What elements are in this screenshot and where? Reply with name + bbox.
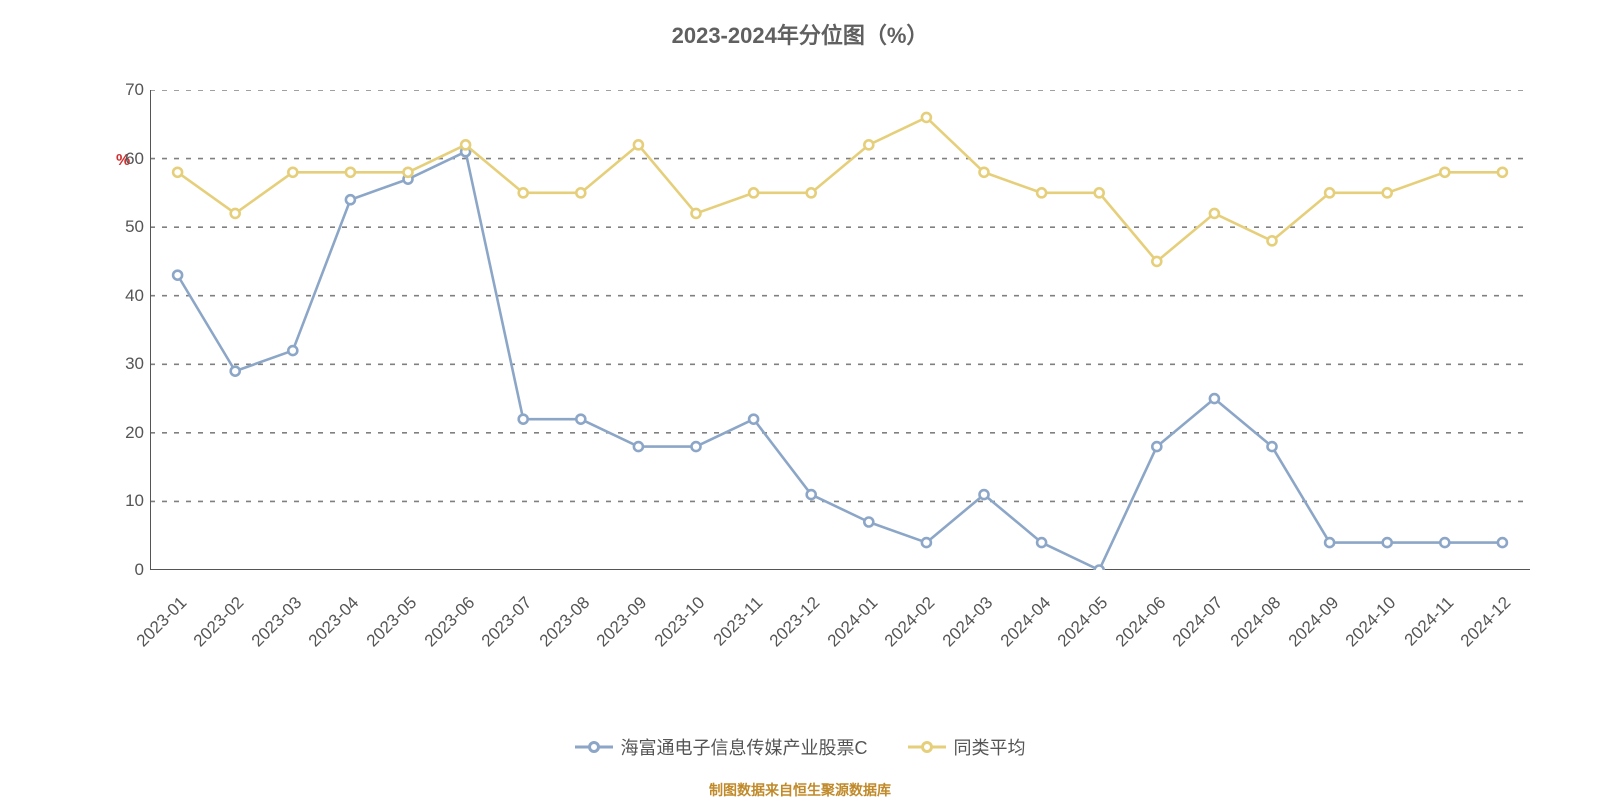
series-marker [1152,257,1161,266]
y-tick-label: 0 [114,560,144,580]
x-tick-label: 2023-02 [190,593,248,651]
y-tick-label: 50 [114,217,144,237]
series-marker [864,518,873,527]
x-tick-label: 2024-03 [939,593,997,651]
legend-label: 同类平均 [954,734,1026,760]
x-tick-label: 2024-09 [1284,593,1342,651]
x-tick-label: 2023-10 [651,593,709,651]
series-marker [807,490,816,499]
series-marker [1325,538,1334,547]
series-marker [864,140,873,149]
series-marker [1152,442,1161,451]
series-marker [749,188,758,197]
series-marker [288,168,297,177]
chart-title: 2023-2024年分位图（%） [0,18,1600,50]
chart-container: 2023-2024年分位图（%） % 010203040506070 2023-… [0,0,1600,800]
series-marker [1210,394,1219,403]
series-marker [1037,538,1046,547]
series-marker [173,168,182,177]
series-marker [692,442,701,451]
series-marker [922,113,931,122]
x-tick-label: 2024-12 [1457,593,1515,651]
series-marker [634,140,643,149]
series-marker [231,367,240,376]
series-marker [1037,188,1046,197]
series-marker [749,415,758,424]
x-tick-label: 2024-02 [881,593,939,651]
series-marker [519,188,528,197]
y-tick-label: 30 [114,354,144,374]
series-marker [692,209,701,218]
x-tick-label: 2024-07 [1169,593,1227,651]
series-marker [346,195,355,204]
series-marker [1268,442,1277,451]
x-tick-labels: 2023-012023-022023-032023-042023-052023-… [150,576,1530,706]
x-tick-label: 2024-11 [1400,593,1457,650]
x-tick-label: 2023-05 [363,593,421,651]
x-tick-label: 2023-09 [593,593,651,651]
x-tick-label: 2023-04 [305,593,363,651]
series-marker [1383,188,1392,197]
footer-attribution: 制图数据来自恒生聚源数据库 [0,780,1600,800]
legend-item: 同类平均 [908,734,1026,760]
series-marker [1498,168,1507,177]
series-marker [1498,538,1507,547]
series-marker [1268,236,1277,245]
x-tick-label: 2023-01 [132,593,190,651]
legend-item: 海富通电子信息传媒产业股票C [575,734,868,760]
series-marker [346,168,355,177]
series-marker [980,490,989,499]
series-marker [1440,168,1449,177]
series-marker [922,538,931,547]
legend: 海富通电子信息传媒产业股票C 同类平均 [0,734,1600,760]
series-marker [231,209,240,218]
series-marker [1095,188,1104,197]
x-tick-label: 2024-01 [824,593,882,651]
series-marker [576,415,585,424]
x-tick-label: 2023-08 [536,593,594,651]
series-marker [461,140,470,149]
x-tick-label: 2023-12 [766,593,824,651]
series-marker [576,188,585,197]
series-marker [807,188,816,197]
plot-area [150,90,1530,570]
x-tick-label: 2024-08 [1227,593,1285,651]
series-marker [1325,188,1334,197]
x-tick-label: 2024-10 [1342,593,1400,651]
series-marker [1440,538,1449,547]
x-tick-label: 2024-05 [1054,593,1112,651]
x-tick-label: 2023-03 [248,593,306,651]
series-marker [1383,538,1392,547]
axes [150,90,1530,570]
series-marker [173,271,182,280]
y-tick-label: 60 [114,149,144,169]
y-tick-label: 20 [114,423,144,443]
legend-swatch [908,737,946,757]
series-marker [634,442,643,451]
y-tick-label: 40 [114,286,144,306]
series-marker [288,346,297,355]
legend-swatch [575,737,613,757]
gridlines [150,90,1530,501]
x-tick-label: 2023-11 [709,593,766,650]
x-tick-label: 2024-06 [1112,593,1170,651]
series-marker [404,168,413,177]
series-marker [519,415,528,424]
y-tick-label: 70 [114,80,144,100]
series-marker [1095,566,1104,571]
y-tick-label: 10 [114,491,144,511]
x-tick-label: 2023-06 [420,593,478,651]
series-marker [1210,209,1219,218]
series-marker [980,168,989,177]
x-tick-label: 2023-07 [478,593,536,651]
legend-label: 海富通电子信息传媒产业股票C [621,734,868,760]
x-tick-label: 2024-04 [996,593,1054,651]
